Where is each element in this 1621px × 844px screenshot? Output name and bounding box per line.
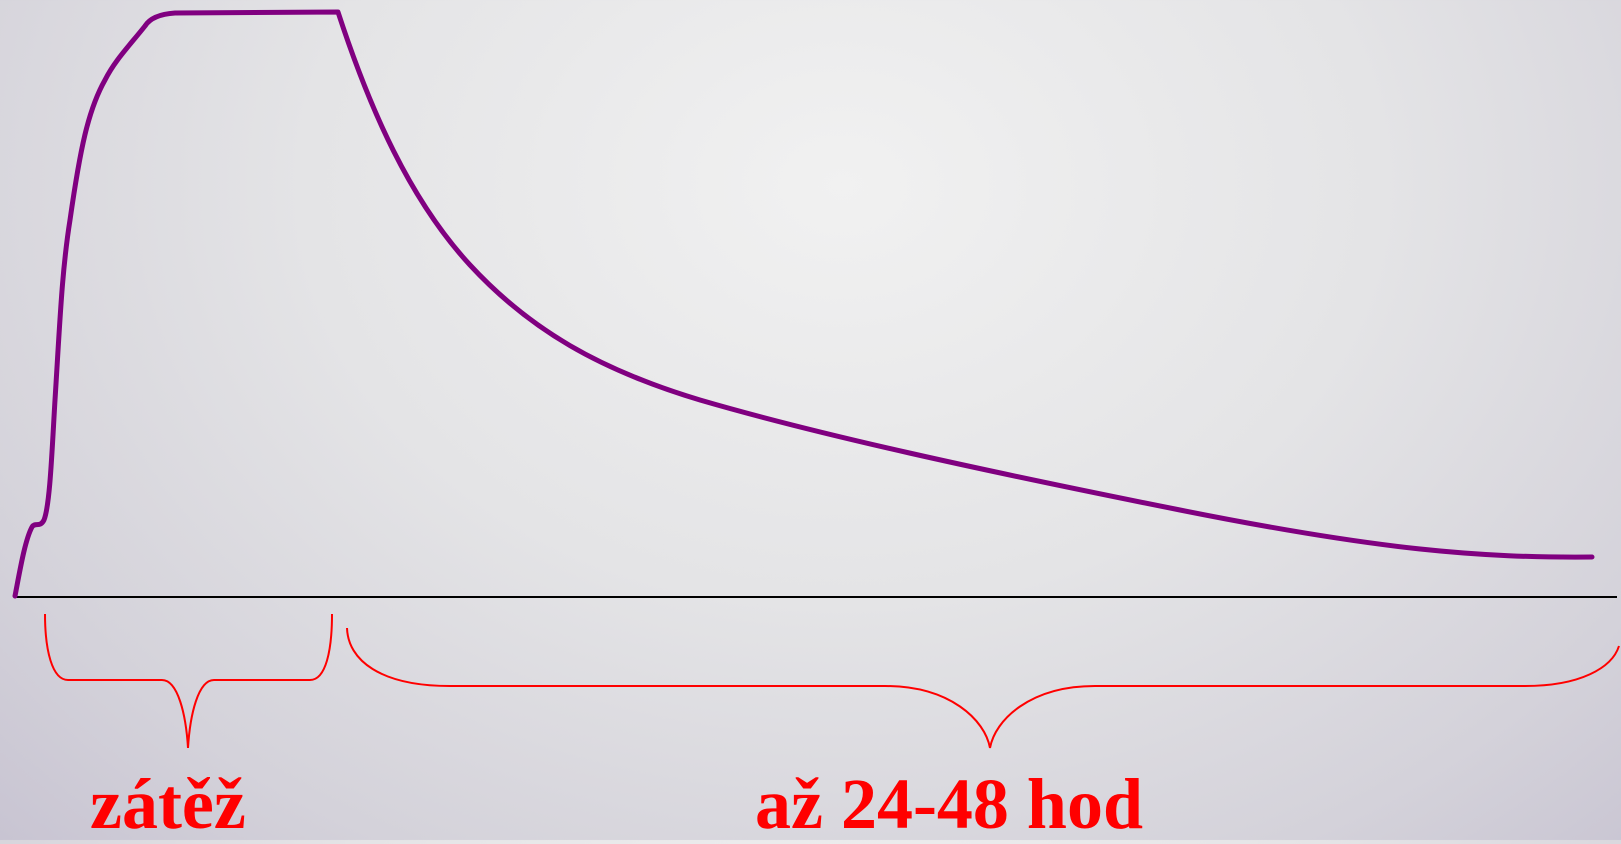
recovery-brace — [346, 627, 1620, 749]
response-curve — [12, 9, 1595, 599]
load-brace — [44, 613, 333, 749]
recovery-duration-label: až 24-48 hod — [755, 764, 1144, 844]
load-label: zátěž — [90, 764, 246, 844]
